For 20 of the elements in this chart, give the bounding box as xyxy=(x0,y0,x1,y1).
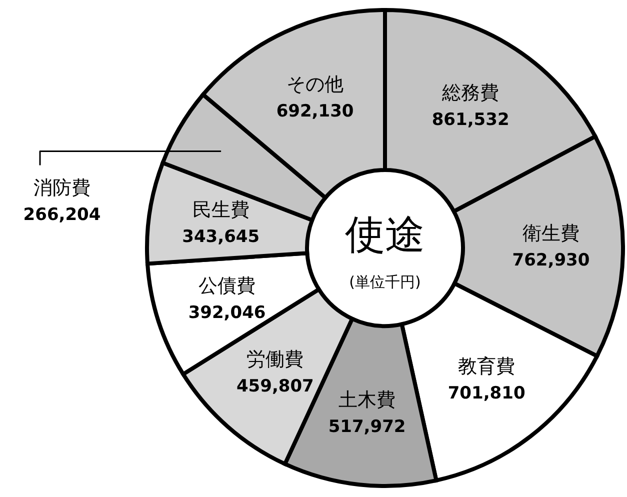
slice-label: 教育費 xyxy=(458,355,516,378)
data-label: 861,532 xyxy=(432,110,510,130)
data-label: 266,204 xyxy=(23,205,101,226)
slice-label: 土木費 xyxy=(338,389,396,412)
data-label: 392,046 xyxy=(188,303,266,324)
slice-label: 労働費 xyxy=(246,348,304,370)
slice-label: 総務費 xyxy=(441,82,500,104)
data-label: 517,972 xyxy=(328,417,406,438)
data-label: 343,645 xyxy=(182,227,260,248)
text: 使途 xyxy=(345,212,425,258)
data-label: 701,810 xyxy=(448,383,526,404)
data-label: 762,930 xyxy=(512,250,590,271)
data-label: 692,130 xyxy=(276,101,354,122)
slice-label: 衛生費 xyxy=(522,222,580,245)
slice-label: 民生費 xyxy=(192,199,250,222)
data-label: 459,807 xyxy=(236,376,314,396)
slice-label: 消防費 xyxy=(34,177,90,200)
slice-label: その他 xyxy=(286,73,344,96)
text: (単位千円) xyxy=(349,273,421,291)
slice-label: 公債費 xyxy=(198,275,256,298)
